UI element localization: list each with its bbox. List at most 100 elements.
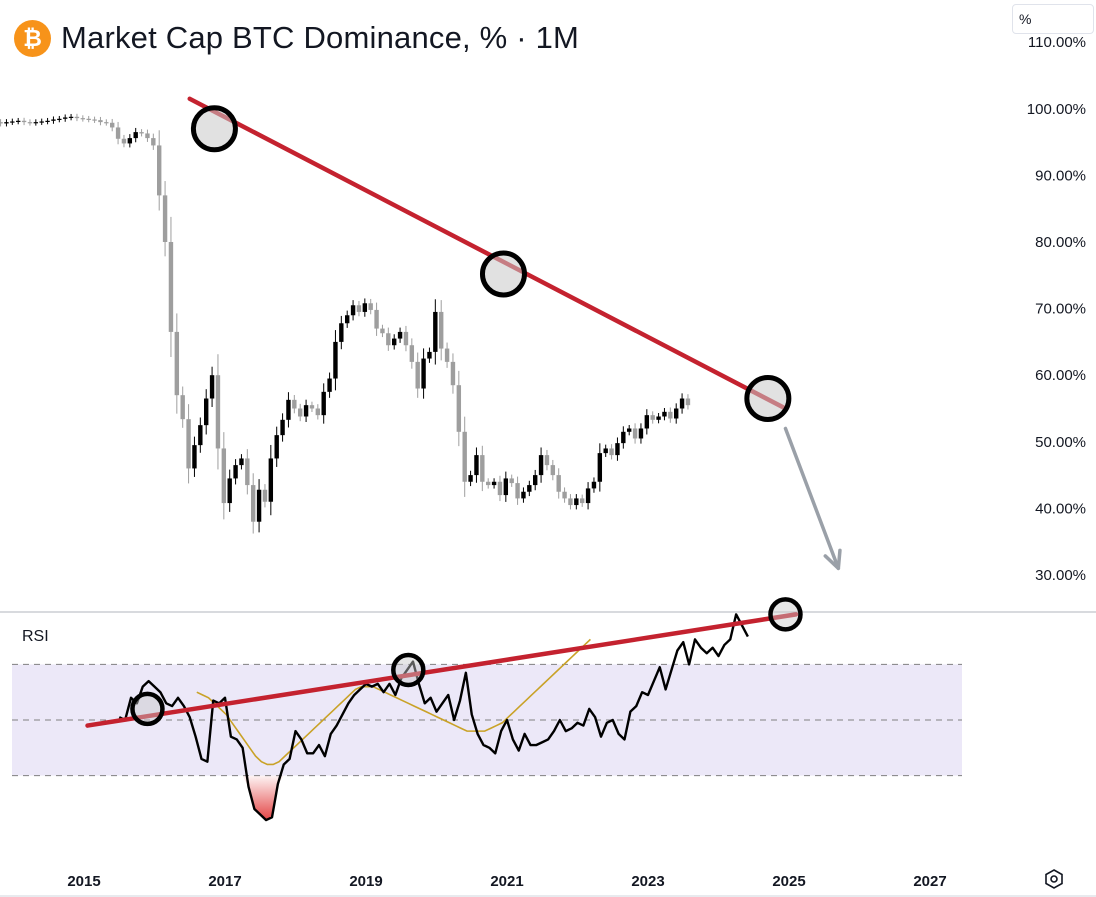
- candle-body: [16, 120, 21, 122]
- candle: [615, 437, 620, 461]
- candle: [609, 444, 614, 460]
- candle: [591, 477, 597, 493]
- candle: [562, 487, 567, 503]
- candle: [392, 334, 397, 350]
- unit-selector[interactable]: %: [1012, 4, 1094, 34]
- oversold-area: [242, 775, 284, 821]
- forecast-arrow-head: [823, 548, 842, 571]
- candle: [21, 117, 27, 126]
- x-tick-label: 2019: [349, 873, 382, 890]
- candle: [403, 325, 409, 352]
- chart-title: Market Cap BTC Dominance, % · 1M: [61, 20, 580, 55]
- candle: [668, 407, 673, 423]
- candle: [397, 327, 403, 343]
- candle-body: [174, 331, 180, 396]
- candle: [4, 119, 9, 127]
- candle: [339, 315, 344, 350]
- candle-body: [274, 435, 279, 459]
- candle: [503, 471, 509, 502]
- candle: [286, 392, 291, 428]
- candle: [585, 482, 591, 510]
- candle: [45, 117, 50, 125]
- candle: [515, 476, 520, 505]
- candle: [544, 449, 550, 471]
- rsi-line: [118, 613, 749, 822]
- rsi-touch-marker-circle: [391, 652, 426, 688]
- candle-body: [444, 348, 450, 362]
- candle-body: [409, 345, 415, 362]
- settings-hexagon-icon[interactable]: [1043, 868, 1065, 890]
- candle-body: [57, 118, 62, 120]
- candle-body: [74, 116, 80, 119]
- candle-body: [151, 138, 156, 146]
- candle-body: [292, 399, 297, 409]
- candle-body: [427, 351, 432, 359]
- candle-body: [180, 395, 185, 420]
- candle-body: [650, 415, 655, 420]
- candle-body: [474, 455, 479, 476]
- candle: [568, 494, 573, 510]
- candle-body: [615, 443, 620, 456]
- candle-body: [115, 127, 121, 139]
- candle-body: [580, 498, 585, 504]
- candle: [280, 413, 285, 442]
- candle-body: [192, 445, 197, 469]
- candle: [480, 445, 485, 492]
- candle-body: [221, 448, 227, 504]
- touch-marker-circle: [744, 375, 792, 423]
- candle: [433, 299, 438, 365]
- candle-body: [456, 385, 462, 432]
- candle: [550, 459, 556, 481]
- candle-body: [550, 465, 556, 476]
- y-tick-label: 70.00%: [1035, 301, 1086, 318]
- candle: [632, 423, 638, 444]
- candle-body: [685, 398, 691, 406]
- candle: [386, 327, 391, 351]
- candle-body: [386, 333, 391, 346]
- candle: [63, 114, 68, 122]
- candle-body: [262, 489, 268, 502]
- candle: [345, 310, 350, 328]
- candle-body: [356, 305, 362, 312]
- x-tick-label: 2017: [208, 873, 241, 890]
- y-tick-label: 80.00%: [1035, 234, 1086, 251]
- resistance-trendline: [187, 96, 788, 411]
- candle-body: [145, 133, 150, 139]
- candle: [292, 395, 297, 414]
- candle: [574, 494, 579, 510]
- candle: [16, 117, 21, 125]
- candle-body: [609, 448, 614, 456]
- candle-body: [521, 491, 526, 499]
- candle-body: [239, 458, 244, 466]
- candle-body: [374, 309, 379, 329]
- candle: [139, 129, 144, 137]
- candle-body: [486, 481, 491, 486]
- candle-body: [215, 375, 221, 449]
- candle-body: [362, 303, 368, 312]
- candle: [204, 389, 209, 435]
- candle: [186, 404, 191, 484]
- candle: [421, 348, 426, 399]
- candle: [209, 366, 215, 408]
- candle: [98, 116, 103, 126]
- candle: [656, 412, 661, 424]
- price-axis: 110.00% 100.00% 90.00% 80.00% 70.00% 60.00% 50…: [1027, 34, 1086, 584]
- candle: [486, 478, 491, 489]
- candle: [27, 119, 33, 126]
- candle-body: [627, 428, 632, 432]
- candle-body: [656, 416, 661, 420]
- candle: [456, 370, 462, 447]
- candle: [151, 133, 156, 150]
- candle: [533, 469, 538, 491]
- rsi-trendline: [85, 612, 799, 728]
- candle-body: [403, 331, 409, 346]
- candle-body: [157, 145, 162, 196]
- rsi-touch-marker-circle: [130, 691, 165, 727]
- candle-body: [333, 341, 338, 379]
- candle-body: [397, 331, 403, 339]
- candle-body: [168, 242, 174, 332]
- candle-body: [309, 405, 315, 409]
- candle-body: [10, 121, 15, 123]
- candle-body: [303, 405, 309, 417]
